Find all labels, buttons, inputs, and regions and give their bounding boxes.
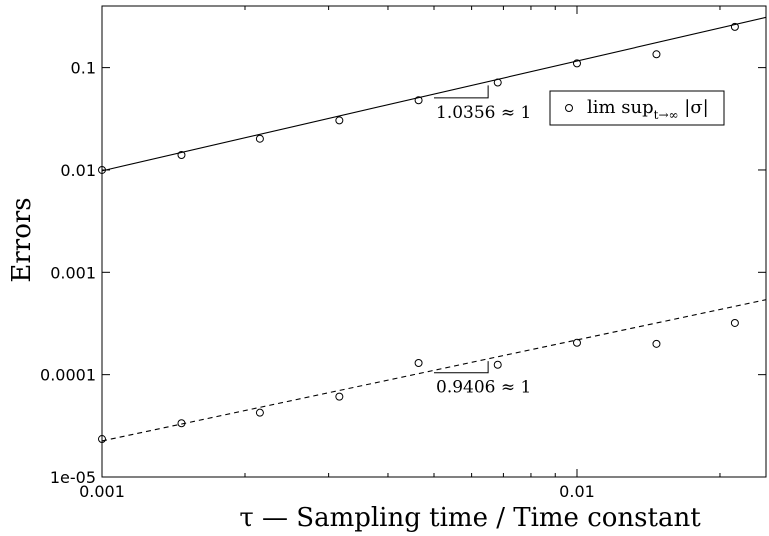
- data-point-series-2: [98, 435, 106, 444]
- x-axis-title: τ — Sampling time / Time constant: [239, 503, 701, 533]
- plot-frame: [101, 5, 767, 478]
- y-tick-label: 0.01: [60, 161, 96, 180]
- slope-triangle: [434, 361, 489, 374]
- fit-line-solid: [101, 16, 767, 172]
- fit-line-dashed: [101, 299, 767, 442]
- legend-label-main: lim sup: [587, 97, 654, 118]
- ticks-layer: 0.001 0.01 1e-05 0.0001 0.001 0.01 0.1: [40, 6, 766, 501]
- annotations-layer: 1.0356 ≈ 1 0.9406 ≈ 1: [434, 85, 531, 398]
- y-tick-label: 0.001: [50, 263, 96, 282]
- data-point-series-1: [572, 59, 581, 68]
- legend: lim supt→∞ |σ|: [549, 90, 725, 126]
- legend-label-tail: |σ|: [679, 97, 709, 118]
- data-point-series-2: [572, 338, 581, 347]
- data-point-series-2: [335, 392, 344, 401]
- y-tick-label: 0.1: [71, 59, 96, 78]
- data-point-series-1: [335, 116, 344, 125]
- x-tick-label: 0.01: [559, 482, 595, 501]
- legend-label: lim supt→∞ |σ|: [587, 97, 709, 122]
- data-point-series-1: [255, 134, 264, 143]
- data-point-series-1: [730, 22, 739, 31]
- points-layer: [98, 22, 739, 444]
- data-point-series-2: [730, 318, 739, 327]
- legend-box: [549, 90, 725, 126]
- slope-triangle: [434, 85, 489, 99]
- legend-marker: [565, 104, 573, 112]
- slope-label: 1.0356 ≈ 1: [436, 103, 531, 123]
- x-tick-label: 0.001: [79, 482, 125, 501]
- data-point-series-2: [414, 358, 423, 367]
- legend-label-sub: t→∞: [654, 108, 679, 122]
- data-point-series-2: [493, 360, 502, 369]
- data-point-series-2: [177, 419, 186, 428]
- data-point-series-1: [98, 165, 106, 174]
- fit-lines-layer: [101, 16, 767, 442]
- data-point-series-2: [255, 408, 264, 417]
- data-point-series-1: [493, 78, 502, 87]
- y-axis-title: Errors: [7, 197, 37, 282]
- data-point-series-1: [652, 50, 661, 59]
- y-tick-label: 0.0001: [40, 366, 96, 385]
- y-tick-label: 1e-05: [50, 468, 96, 487]
- data-point-series-1: [177, 151, 186, 160]
- data-point-series-2: [652, 339, 661, 348]
- slope-label: 0.9406 ≈ 1: [436, 378, 531, 398]
- data-point-series-1: [414, 96, 423, 105]
